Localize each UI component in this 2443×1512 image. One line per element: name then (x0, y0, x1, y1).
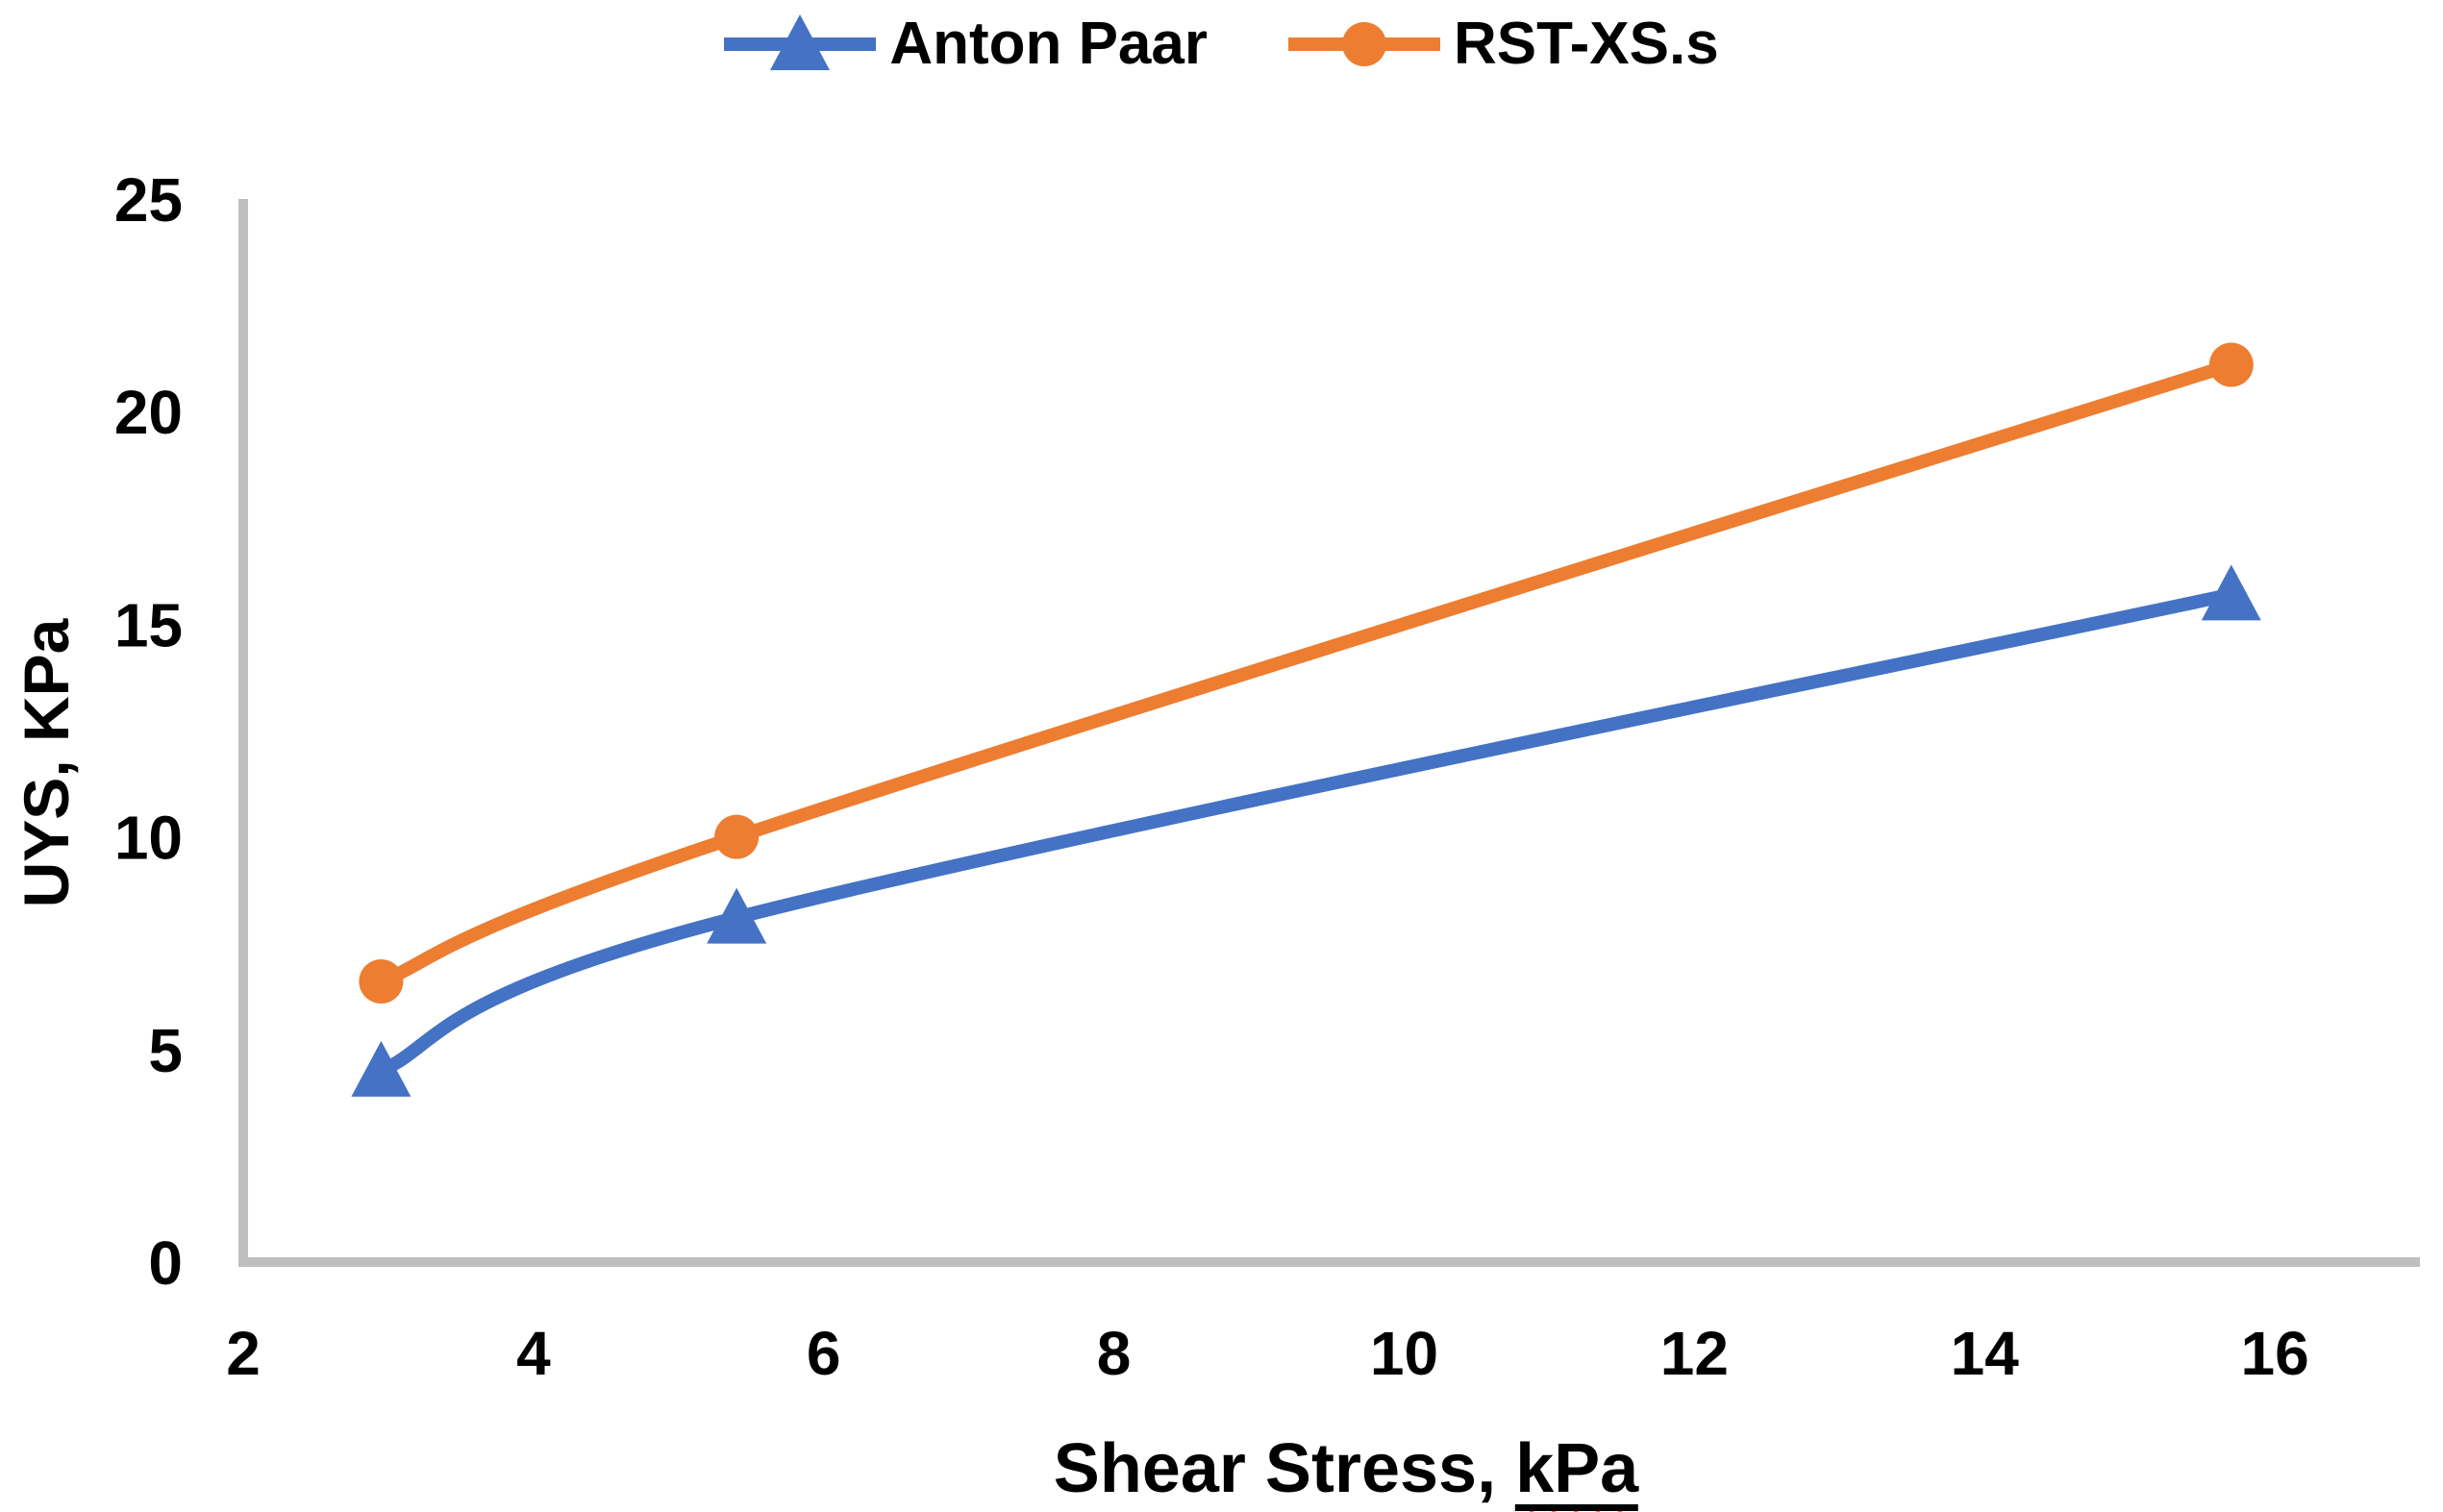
x-axis-tick-label: 10 (1370, 1319, 1438, 1388)
y-axis-tick-label: 0 (148, 1228, 183, 1298)
x-axis-tick-label: 6 (807, 1319, 841, 1388)
x-axis-title-unit-text: kPa (1515, 1430, 1639, 1507)
x-axis-tick-label: 4 (516, 1319, 551, 1388)
y-axis-tick-label: 25 (114, 165, 183, 235)
y-axis-tick-label: 15 (114, 590, 183, 659)
legend-circle-marker-rst-xs-s (1342, 22, 1387, 66)
y-axis-tick-label: 5 (148, 1016, 183, 1085)
legend-item-rst-xs-s: RST-XS.s (1288, 8, 1719, 81)
x-axis-tick-label: 2 (226, 1319, 261, 1388)
series-line-anton-paar (374, 587, 2238, 1078)
x-axis-tick-label: 12 (1660, 1319, 1729, 1388)
series-line-rst-xs-s (374, 358, 2238, 989)
data-point-triangle-marker-anton-paar (2201, 564, 2261, 621)
data-point-triangle-marker-anton-paar (707, 887, 767, 944)
legend-label-anton-paar: Anton Paar (889, 11, 1209, 77)
data-point-circle-marker-rst-xs-s (2208, 342, 2254, 387)
x-axis-tick-label: 8 (1097, 1319, 1132, 1388)
legend-item-anton-paar: Anton Paar (724, 8, 1208, 81)
x-axis-title-unit: kPa (1515, 1434, 1639, 1511)
x-axis-tick-label: 16 (2240, 1319, 2308, 1388)
legend-triangle-marker-anton-paar (770, 14, 831, 70)
data-point-circle-marker-rst-xs-s (714, 814, 760, 859)
line-triangle-marker-icon (724, 14, 877, 70)
line-circle-marker-icon (1288, 22, 1441, 66)
chart-legend: Anton Paar RST-XS.s (0, 8, 2443, 81)
x-axis-title: Shear Stress, kPa (1054, 1434, 1639, 1511)
data-point-circle-marker-rst-xs-s (359, 959, 404, 1004)
y-axis-tick-label: 10 (114, 804, 183, 873)
x-axis-title-text: Shear Stress, (1053, 1430, 1516, 1507)
y-axis-tick-label: 20 (114, 378, 183, 447)
y-axis-title: UYS, KPa (11, 618, 82, 908)
legend-label-rst-xs-s: RST-XS.s (1454, 11, 1719, 77)
data-point-triangle-marker-anton-paar (351, 1040, 411, 1097)
x-axis-tick-label: 14 (1951, 1319, 2020, 1388)
